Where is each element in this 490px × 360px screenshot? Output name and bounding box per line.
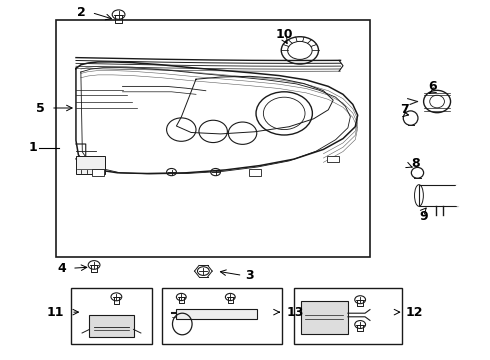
Text: 3: 3 xyxy=(245,269,254,282)
Text: 1: 1 xyxy=(29,141,38,154)
Bar xyxy=(56,20,370,257)
Bar xyxy=(294,288,402,344)
Bar xyxy=(76,156,105,174)
Text: 7: 7 xyxy=(400,103,409,116)
Bar xyxy=(176,309,257,319)
Bar xyxy=(249,169,261,176)
Bar xyxy=(71,288,152,344)
Bar xyxy=(92,169,104,176)
Bar xyxy=(419,185,458,206)
Text: 6: 6 xyxy=(428,80,437,93)
Bar xyxy=(301,301,348,334)
Text: 4: 4 xyxy=(57,262,66,275)
Text: 13: 13 xyxy=(286,306,303,319)
Text: 11: 11 xyxy=(46,306,64,319)
Text: 5: 5 xyxy=(36,102,45,114)
Bar xyxy=(89,315,133,337)
Text: 12: 12 xyxy=(406,306,423,319)
Text: 9: 9 xyxy=(419,210,428,222)
Ellipse shape xyxy=(454,185,463,206)
Bar xyxy=(327,156,339,162)
Bar xyxy=(162,288,282,344)
Text: 8: 8 xyxy=(412,157,420,170)
Text: 2: 2 xyxy=(77,6,86,19)
Text: 10: 10 xyxy=(275,28,293,41)
